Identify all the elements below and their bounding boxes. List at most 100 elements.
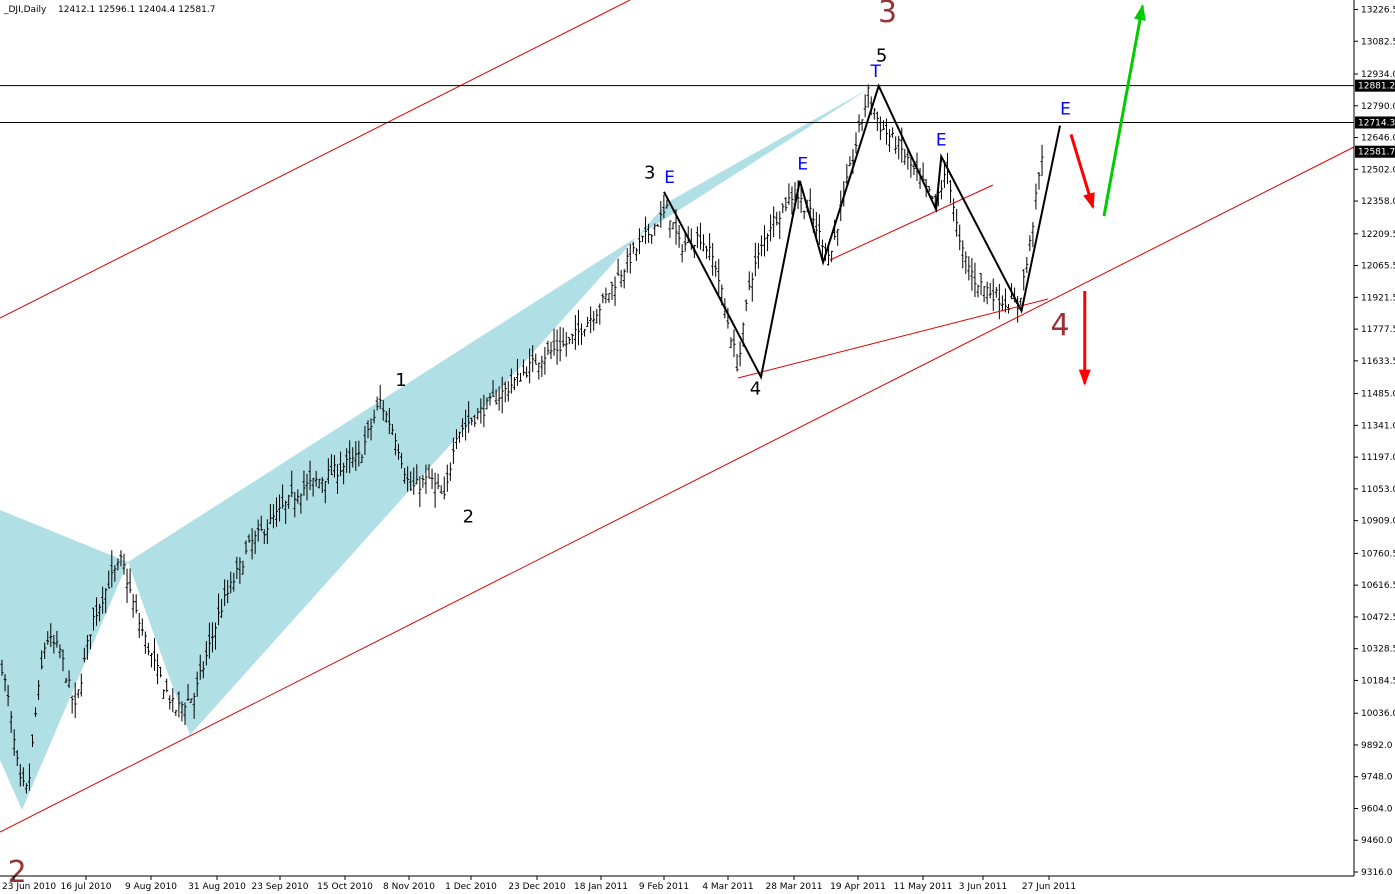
time-tick-label: 9 Feb 2011	[639, 882, 689, 892]
price-bar	[262, 529, 266, 544]
price-bar	[753, 242, 757, 277]
shaded-wedge	[128, 88, 870, 735]
price-bar	[43, 642, 47, 659]
price-bar	[1022, 269, 1026, 291]
price-bar	[573, 315, 577, 350]
price-bar	[339, 451, 343, 477]
price-tick-label: 10616.5	[1361, 581, 1395, 591]
price-bar	[143, 631, 147, 654]
arrow-head	[1134, 4, 1146, 21]
price-bar	[329, 454, 333, 476]
price-axis: 13226.5 13082.5 12934.0 12790.0 12646.0 12502…	[1354, 6, 1395, 878]
price-bar	[6, 684, 10, 707]
price-bar	[436, 473, 440, 490]
price-bar	[24, 783, 28, 794]
price-bar	[253, 530, 257, 555]
price-bar	[583, 328, 587, 337]
price-bar	[668, 220, 672, 238]
price-bar	[857, 114, 861, 133]
price-bar	[186, 683, 190, 701]
price-bar	[235, 556, 239, 579]
price-bar	[558, 326, 562, 362]
price-bar	[409, 471, 413, 492]
price-bar	[9, 711, 13, 733]
price-bar	[967, 256, 971, 281]
price-bar	[631, 241, 635, 254]
price-bar	[747, 271, 751, 291]
price-bar	[40, 650, 44, 670]
price-bar	[256, 519, 260, 542]
price-bar	[305, 473, 309, 501]
price-bar	[714, 261, 718, 277]
price-bar	[485, 397, 489, 410]
shaded-pattern-region	[0, 88, 870, 810]
price-tick-label: 10472.5	[1361, 613, 1395, 623]
price-bar	[479, 398, 483, 424]
price-bar	[598, 303, 602, 325]
price-tick-label: 11341.0	[1361, 421, 1395, 431]
price-bar	[220, 598, 224, 619]
price-bar	[52, 634, 56, 654]
price-bar	[177, 691, 181, 718]
price-bar	[467, 401, 471, 433]
price-bar	[336, 464, 339, 495]
price-bar	[509, 368, 513, 394]
price-bar	[195, 671, 199, 697]
price-bar	[650, 234, 654, 244]
price-bar	[570, 333, 574, 345]
price-bar	[375, 396, 379, 411]
price-bar	[537, 362, 541, 380]
price-bar	[403, 467, 407, 484]
price-bar	[46, 631, 50, 645]
price-tick-label: 9748.0	[1361, 773, 1393, 783]
price-bar	[82, 647, 86, 663]
price-bar	[552, 328, 556, 356]
price-bar	[637, 228, 641, 255]
price-bar	[207, 622, 211, 659]
price-bar	[695, 226, 699, 249]
price-bar	[1003, 288, 1007, 313]
price-bar	[567, 336, 571, 345]
price-bar	[311, 477, 315, 497]
price-bar	[37, 680, 41, 700]
price-bar	[427, 464, 431, 479]
price-bar	[128, 568, 132, 594]
price-bar	[644, 216, 648, 245]
forecast-arrows	[1069, 4, 1146, 386]
price-bar	[878, 116, 882, 140]
wave-path	[663, 83, 1061, 381]
price-bar	[317, 478, 321, 489]
price-bar	[817, 214, 821, 245]
minor-wave-label: 2	[463, 507, 474, 528]
price-bar	[543, 347, 547, 375]
price-bar	[519, 372, 522, 382]
price-bar	[625, 248, 629, 273]
price-bar	[424, 464, 428, 494]
price-bar	[698, 222, 702, 250]
arrow-head	[1083, 192, 1095, 210]
price-bar	[769, 214, 773, 242]
time-axis: 23 Jun 2010 16 Jul 2010 9 Aug 2010 31 Aug 2…	[2, 876, 1076, 892]
price-bar	[845, 163, 849, 185]
price-bar	[1034, 183, 1038, 210]
price-bar	[393, 433, 397, 456]
price-bar	[168, 695, 172, 710]
price-bar	[308, 460, 312, 491]
price-bar	[875, 111, 879, 132]
price-bar	[604, 287, 608, 304]
price-bar	[607, 292, 611, 303]
time-tick-label: 28 Mar 2011	[765, 882, 822, 892]
price-bar	[119, 550, 123, 567]
price-bar	[442, 476, 446, 500]
price-bar	[458, 431, 461, 443]
price-bar	[241, 560, 245, 575]
time-tick-label: 19 Apr 2011	[830, 882, 886, 892]
price-bar	[110, 550, 114, 588]
price-bar	[360, 454, 364, 464]
price-bar	[390, 423, 394, 436]
price-bar	[939, 179, 943, 200]
price-bar	[354, 441, 358, 471]
price-bar	[647, 223, 651, 243]
price-bar	[372, 409, 376, 424]
price-bar	[323, 480, 327, 504]
